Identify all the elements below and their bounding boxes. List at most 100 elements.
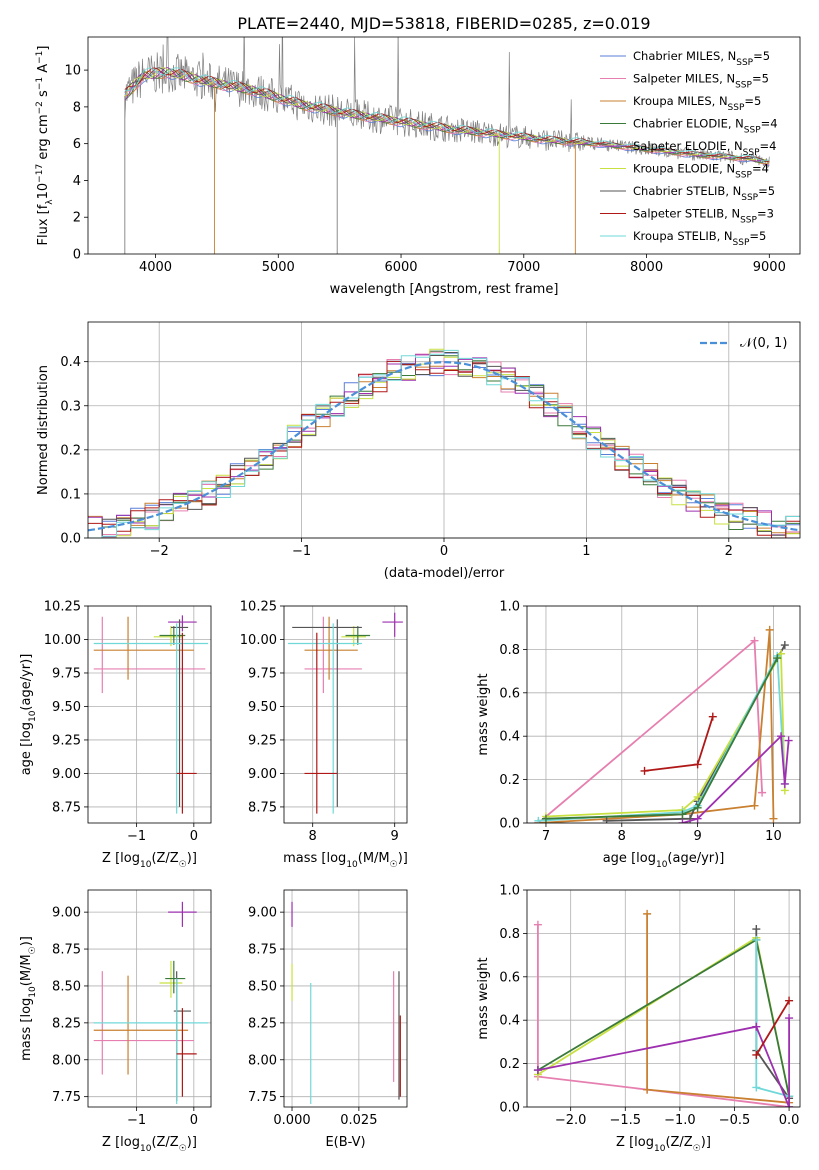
weight_vs_Z-panel: −2.0 −1.5 −1.0 −0.5 0.0 0.0 0.2 0.4 0.6 0.8 1.0 Z [… [476, 884, 801, 1154]
legend-entry-kroupa_miles-part: Kroupa MILES, N [633, 94, 728, 108]
age_vs_mass-xlabel-part: mass [log [283, 851, 346, 866]
residuals-ytick-label: 0.0 [60, 532, 81, 547]
weight_vs_age-marker-salpeter_elodie [784, 736, 793, 745]
weight_vs_Z-marker-salpeter_elodie [752, 1022, 761, 1031]
mass_vs_EBV-ytick-label: 7.75 [248, 1090, 277, 1105]
mass_vs_Z-ytick-label: 9.00 [52, 906, 81, 921]
weight_vs_age-marker-salpeter_miles [750, 636, 759, 645]
weight_vs_age-xtick-label: 8 [618, 829, 626, 844]
residuals-xtick-label: −2 [150, 544, 169, 559]
mass_vs_Z-xtick-label: 0 [190, 1113, 198, 1128]
weight_vs_Z-line-kroupa_miles [646, 913, 790, 1104]
age_vs_mass-ytick-label: 10.25 [240, 600, 277, 615]
weight_vs_Z-ytick-label: 0.2 [499, 1057, 520, 1072]
residuals-xtick-label: 2 [725, 544, 733, 559]
spectrum-ytick-label: 10 [64, 64, 81, 79]
legend-entry-chabrier_elodie-part: =4 [761, 117, 778, 131]
weight_vs_age-marker-salpeter_stelib [708, 712, 717, 721]
weight_vs_age-line-chabrier_elodie [545, 657, 779, 820]
weight_vs_age-ytick-label: 0.6 [499, 686, 520, 701]
weight_vs_Z-frame [526, 889, 801, 1108]
age_vs_mass-xlabel-part: ☉ [390, 860, 398, 870]
spectrum-ytick-label: 8 [73, 100, 81, 115]
spectrum-model-kroupa_stelib [124, 67, 770, 161]
weight_vs_age-ytick-label: 0.0 [499, 817, 520, 832]
weight_vs_age-marker-kroupa_miles [765, 625, 774, 634]
weight_vs_Z-marker-salpeter_elodie [785, 1014, 794, 1023]
weight_vs_age-xlabel-part: (age/yr)] [667, 851, 724, 866]
mass_vs_EBV-xlabel: E(B-V) [325, 1135, 365, 1150]
weight_vs_age-ytick-label: 0.4 [499, 730, 520, 745]
age_vs_Z-ytick-label: 9.00 [52, 767, 81, 782]
weight_vs_Z-xlabel-part: Z [log [616, 1135, 654, 1150]
legend-entry-chabrier_miles-part: =5 [753, 49, 770, 63]
legend-entry-salpeter_miles: Salpeter MILES, NSSP=5 [633, 72, 769, 91]
mass_vs_Z-ylabel-part: (M/M [19, 954, 34, 986]
weight_vs_Z-grid [527, 889, 800, 1108]
legend-entry-kroupa_elodie-part: Kroupa ELODIE, N [633, 162, 735, 176]
mass_vs_Z-ylabel-part: )] [19, 936, 34, 946]
weight_vs_Z-ytick-label: 0.6 [499, 970, 520, 985]
mass_vs_Z-panel: −1 07.758.008.258.508.759.00Z [log10(Z/Z☉… [19, 889, 212, 1154]
legend-entry-chabrier_elodie-part: SSP [744, 126, 761, 136]
weight_vs_age-xtick-label: 10 [765, 829, 782, 844]
age_vs_mass-frame [283, 605, 408, 824]
weight_vs_age-marker-chabrier_stelib [602, 816, 611, 823]
age_vs_Z-xlabel-part: )] [187, 851, 197, 866]
mass_vs_Z-xlabel-part: Z [log [102, 1135, 140, 1150]
age_vs_Z-xtick-label: 0 [190, 829, 198, 844]
age_vs_mass-panel: 8 9 8.75 9.00 9.25 9.50 9.75 10.00 10.25 mass [lo… [240, 600, 408, 871]
weight_vs_age-xlabel-part: 10 [656, 860, 668, 870]
age_vs_Z-xlabel-part: ☉ [179, 860, 187, 870]
spectrum-xtick-label: 8000 [630, 260, 663, 275]
legend-entry-kroupa_stelib-part: Kroupa STELIB, N [633, 229, 733, 243]
age_vs_Z-grid [88, 605, 211, 823]
legend-entry-kroupa_miles-part: SSP [728, 103, 745, 113]
age_vs_Z-ylabel-part: age [log [19, 722, 34, 775]
spectrum-ylabel-part: A [36, 64, 51, 77]
legend-entry-chabrier_stelib-part: Chabrier STELIB, N [633, 184, 741, 198]
spectrum-ylabel-part: −1 [35, 77, 45, 90]
age_vs_Z-xlabel-part: (Z/Z [151, 851, 178, 866]
spectrum-xtick-label: 5000 [262, 260, 295, 275]
residuals-xtick-label: −1 [292, 544, 311, 559]
weight_vs_Z-xtick-label: 0.0 [779, 1113, 800, 1128]
mass_vs_Z-ylabel-part: ☉ [28, 946, 38, 954]
age_vs_Z-xlabel: Z [log10(Z/Z☉)] [102, 851, 197, 870]
residuals-xtick-label: 0 [440, 544, 448, 559]
spectrum-ylabel: Flux [fλ10−17 erg cm−2 s−1 A−1] [35, 46, 55, 246]
weight_vs_age-line-kroupa_elodie [545, 650, 786, 818]
legend-entry-chabrier_stelib: Chabrier STELIB, NSSP=5 [633, 184, 775, 203]
weight_vs_age-marker-kroupa_miles [769, 814, 778, 823]
legend-entry-salpeter_stelib-part: =3 [757, 207, 774, 221]
weight_vs_Z-line-salpeter_stelib [755, 1000, 790, 1056]
mass_vs_Z-ylabel-part: 10 [28, 986, 38, 998]
weight_vs_age-line-chabrier_stelib [606, 644, 786, 822]
residuals-ytick-label: 0.4 [60, 355, 81, 370]
spectrum-xtick-label: 9000 [753, 260, 786, 275]
spectrum-ylabel-part: −1 [35, 51, 45, 64]
mass_vs_EBV-ytick-label: 8.50 [248, 979, 277, 994]
weight_vs_age-ylabel: mass weight [476, 673, 491, 755]
spectrum-ytick-label: 2 [73, 211, 81, 226]
spectrum-frame [87, 36, 801, 255]
age_vs_mass-ytick-label: 8.75 [248, 800, 277, 815]
mass_vs_Z-plot [93, 901, 209, 1105]
age_vs_Z-ytick-label: 9.75 [52, 666, 81, 681]
age_vs_mass-xlabel-part: )] [398, 851, 408, 866]
residuals-plot [88, 348, 800, 538]
legend-entry-kroupa_stelib-part: =5 [749, 229, 766, 243]
weight_vs_Z-ytick-label: 0.4 [499, 1014, 520, 1029]
age_vs_Z-ytick-label: 10.25 [44, 600, 81, 615]
age_vs_Z-frame [87, 605, 212, 824]
mass_vs_Z-xlabel-part: 10 [140, 1144, 152, 1154]
legend-entry-salpeter_miles-part: =5 [752, 72, 769, 86]
spectrum-ytick-label: 6 [73, 137, 81, 152]
weight_vs_Z-line-salpeter_elodie [537, 1018, 790, 1107]
mass_vs_Z-grid [88, 890, 211, 1107]
weight_vs_age-line-salpeter_miles [537, 638, 763, 823]
legend-entry-salpeter_elodie-part: SSP [743, 148, 760, 158]
